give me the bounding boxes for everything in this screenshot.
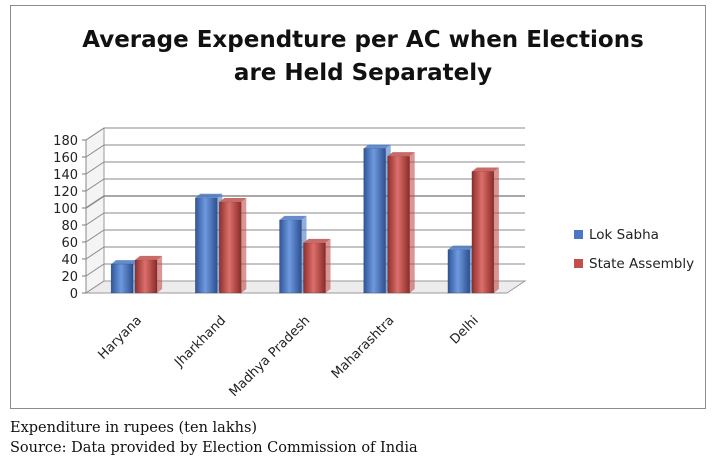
chart-title: Average Expendture per AC when Elections… — [82, 27, 644, 86]
bar-side — [325, 238, 331, 293]
y-tick-label: 80 — [61, 219, 78, 234]
legend-label: Lok Sabha — [589, 227, 659, 243]
bar-side — [409, 152, 415, 293]
bar-state-assembly — [303, 238, 331, 294]
bar-top — [387, 152, 415, 157]
x-tick-label: Delhi — [447, 313, 481, 347]
bar-top — [219, 198, 247, 203]
bar-lok-sabha — [363, 144, 391, 294]
bar-top — [279, 215, 307, 220]
bar-top — [135, 255, 163, 260]
bar-front — [279, 219, 302, 294]
bar-top — [363, 144, 391, 149]
x-tick-label: Jharkhand — [171, 313, 229, 371]
y-tick-label: 20 — [61, 270, 78, 285]
y-tick-label: 40 — [61, 253, 78, 268]
side-wall — [85, 127, 105, 294]
bar-top — [111, 260, 139, 265]
x-tick-label: Madhya Pradesh — [227, 313, 314, 400]
legend-swatch — [574, 230, 583, 239]
gridline — [85, 144, 525, 158]
bar-side — [493, 167, 499, 293]
bar-side — [241, 198, 247, 293]
gridline — [85, 127, 525, 141]
y-tick-label: 160 — [53, 151, 78, 166]
bar-top — [195, 193, 223, 198]
y-tick-label: 180 — [53, 134, 78, 149]
bar-state-assembly — [471, 167, 499, 294]
gridline — [85, 161, 525, 175]
chart-frame: Average Expendture per AC when Elections… — [10, 5, 706, 409]
bar-top — [303, 238, 331, 243]
bar-front — [134, 259, 158, 294]
y-tick-label: 0 — [70, 287, 78, 302]
gridline — [85, 178, 525, 192]
bar-front — [387, 155, 411, 294]
bar-front — [303, 242, 326, 294]
bar-state-assembly — [219, 198, 247, 294]
chart-title-line-2: are Held Separately — [234, 60, 492, 86]
source-note: Source: Data provided by Election Commis… — [10, 440, 418, 456]
unit-note: Expenditure in rupees (ten lakhs) — [10, 420, 258, 436]
bar-lok-sabha — [279, 215, 307, 294]
legend-label: State Assembly — [589, 256, 694, 272]
bar-front — [363, 148, 387, 294]
y-tick-label: 60 — [61, 236, 78, 251]
bar-chart: Average Expendture per AC when Elections… — [53, 27, 694, 400]
bar-state-assembly — [387, 152, 415, 294]
bar-state-assembly — [134, 255, 163, 294]
bar-lok-sabha — [110, 260, 139, 294]
bar-front — [471, 171, 495, 294]
bar-front — [110, 263, 134, 294]
bar-side — [157, 255, 163, 293]
y-tick-label: 100 — [53, 202, 78, 217]
bar-top — [471, 167, 499, 172]
bar-top — [447, 245, 475, 250]
x-tick-label: Haryana — [95, 313, 144, 362]
y-tick-label: 120 — [53, 185, 78, 200]
x-tick-label: Maharashtra — [329, 313, 398, 382]
legend-swatch — [574, 259, 583, 268]
bar-front — [195, 197, 218, 294]
bar-front — [447, 249, 471, 294]
legend: Lok Sabha State Assembly — [574, 227, 694, 272]
bar-lok-sabha — [195, 193, 223, 294]
plot-area: 0 20 40 60 80 100 120 140 160 180 Haryana Jharkhand… — [53, 127, 527, 400]
gridline — [85, 195, 525, 209]
y-tick-label: 140 — [53, 168, 78, 183]
bar-lok-sabha — [447, 245, 475, 294]
bar-front — [219, 201, 242, 294]
chart-title-line-1: Average Expendture per AC when Elections — [82, 27, 644, 53]
